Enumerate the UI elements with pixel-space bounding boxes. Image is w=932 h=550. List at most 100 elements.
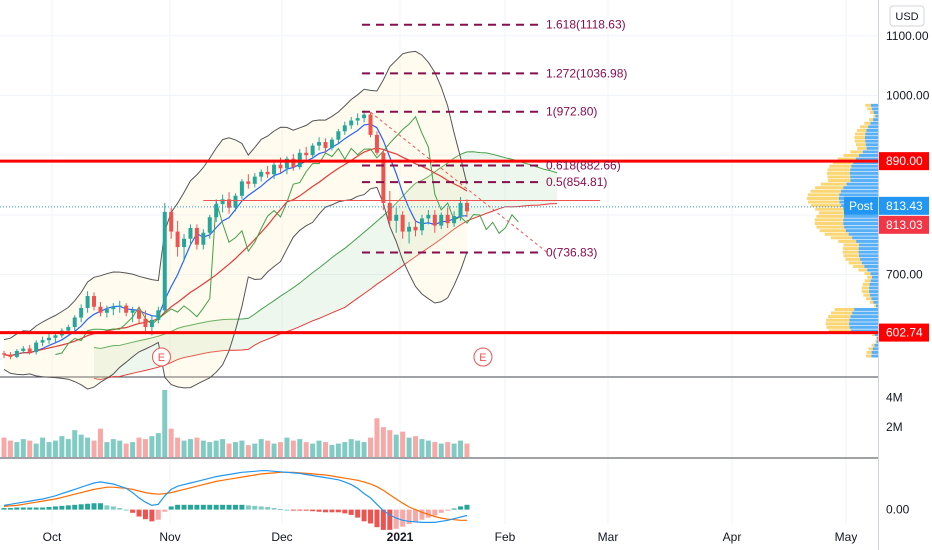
candle-body[interactable]	[72, 317, 77, 328]
candle-body[interactable]	[137, 310, 142, 319]
candle-body[interactable]	[419, 218, 424, 231]
candle-body[interactable]	[426, 214, 431, 219]
candle-body[interactable]	[272, 164, 277, 175]
candle-body[interactable]	[394, 214, 399, 221]
candle-body[interactable]	[2, 353, 6, 355]
candle-body[interactable]	[349, 120, 354, 126]
candle-body[interactable]	[34, 342, 39, 353]
candle-body[interactable]	[47, 337, 52, 341]
macd-histogram-bar	[425, 509, 431, 518]
candle-body[interactable]	[374, 134, 379, 153]
candle-body[interactable]	[124, 305, 129, 313]
candle-body[interactable]	[8, 354, 13, 357]
candle-body[interactable]	[27, 348, 32, 353]
volume-profile-bar-down	[837, 157, 856, 161]
fib-level-label: 0(736.83)	[546, 246, 597, 260]
candle-body[interactable]	[233, 195, 238, 208]
candle-body[interactable]	[329, 139, 334, 149]
candle-body[interactable]	[323, 142, 328, 149]
candle-body[interactable]	[130, 310, 135, 313]
candle-body[interactable]	[259, 171, 264, 177]
candle-body[interactable]	[413, 226, 418, 231]
candle-body[interactable]	[14, 350, 19, 357]
volume-bar	[155, 433, 161, 457]
volume-profile-bar-up	[864, 264, 878, 268]
candle-body[interactable]	[387, 202, 392, 221]
candle-body[interactable]	[304, 152, 309, 156]
candle-body[interactable]	[227, 199, 232, 208]
candle-body[interactable]	[246, 181, 251, 184]
candle-body[interactable]	[194, 227, 199, 245]
candle-body[interactable]	[239, 181, 244, 196]
candle-body[interactable]	[355, 118, 360, 121]
candle-body[interactable]	[53, 335, 58, 338]
candle-body[interactable]	[252, 176, 257, 184]
candle-body[interactable]	[291, 158, 296, 168]
candle-body[interactable]	[207, 217, 212, 233]
candle-body[interactable]	[92, 296, 97, 307]
horizontal-levels[interactable]	[0, 111, 878, 335]
candle-body[interactable]	[169, 211, 174, 232]
candle-body[interactable]	[175, 231, 180, 248]
candle-body[interactable]	[432, 214, 437, 226]
candle-body[interactable]	[201, 232, 206, 245]
candle-body[interactable]	[368, 114, 373, 135]
volume-bar	[123, 443, 129, 457]
candle-body[interactable]	[317, 142, 322, 146]
candle-body[interactable]	[214, 204, 219, 218]
earnings-marker[interactable]	[473, 347, 493, 367]
volume-profile-bar-up	[859, 153, 878, 157]
candle-body[interactable]	[362, 114, 367, 119]
candle-body[interactable]	[104, 309, 109, 313]
candle-body[interactable]	[464, 202, 469, 212]
earnings-marker[interactable]	[151, 347, 171, 367]
candle-body[interactable]	[182, 238, 187, 248]
candle-body[interactable]	[284, 158, 289, 169]
volume-profile-bar-down	[861, 290, 870, 294]
candle-body[interactable]	[162, 211, 167, 311]
fibonacci-retracement[interactable]: 1.618(1118.63) 1.272(1036.98) 1(972.80) 0.6…	[362, 18, 627, 260]
volume-bar	[110, 439, 116, 457]
candle-body[interactable]	[188, 227, 193, 239]
time-axis-label: Oct	[43, 530, 62, 544]
candle-body[interactable]	[265, 171, 270, 175]
candle-body[interactable]	[40, 340, 45, 343]
currency-button[interactable]	[889, 5, 925, 27]
volume-profile-bar-up	[875, 114, 878, 118]
price-axis[interactable]: USD 1100.00 1000.00 700.00	[886, 5, 930, 282]
candle-body[interactable]	[156, 310, 161, 320]
macd-histogram-bar	[52, 506, 58, 510]
volume-profile-bar-down	[818, 211, 846, 215]
candle-body[interactable]	[381, 152, 386, 203]
fib-level-label: 1(972.80)	[546, 105, 597, 119]
candle-body[interactable]	[98, 306, 103, 313]
candle-body[interactable]	[111, 306, 116, 310]
candle-body[interactable]	[342, 125, 347, 132]
candle-body[interactable]	[85, 296, 90, 308]
candle-body[interactable]	[143, 318, 148, 328]
candle-body[interactable]	[445, 214, 450, 224]
candle-body[interactable]	[400, 214, 405, 232]
candle-body[interactable]	[458, 202, 463, 217]
candle-body[interactable]	[336, 131, 341, 140]
candle-body[interactable]	[310, 145, 315, 156]
candle-body[interactable]	[439, 214, 444, 226]
volume-bar	[40, 437, 46, 457]
macd-pane[interactable]: 0.00	[1, 470, 910, 530]
candle-body[interactable]	[278, 164, 283, 169]
candle-body[interactable]	[79, 307, 84, 318]
candle-body[interactable]	[452, 216, 457, 224]
macd-histogram-bar	[323, 509, 328, 513]
candle-body[interactable]	[220, 199, 225, 205]
candle-body[interactable]	[407, 226, 412, 232]
volume-profile-bar-down	[810, 204, 842, 208]
candle-body[interactable]	[66, 327, 71, 331]
volume-pane[interactable]: 4M 2M	[1, 389, 903, 457]
candle-body[interactable]	[117, 305, 122, 307]
volume-bar	[239, 440, 245, 457]
time-axis[interactable]: Oct Nov Dec 2021 Feb Mar Apr May	[43, 530, 858, 544]
candle-body[interactable]	[21, 348, 26, 351]
candle-body[interactable]	[149, 319, 154, 328]
